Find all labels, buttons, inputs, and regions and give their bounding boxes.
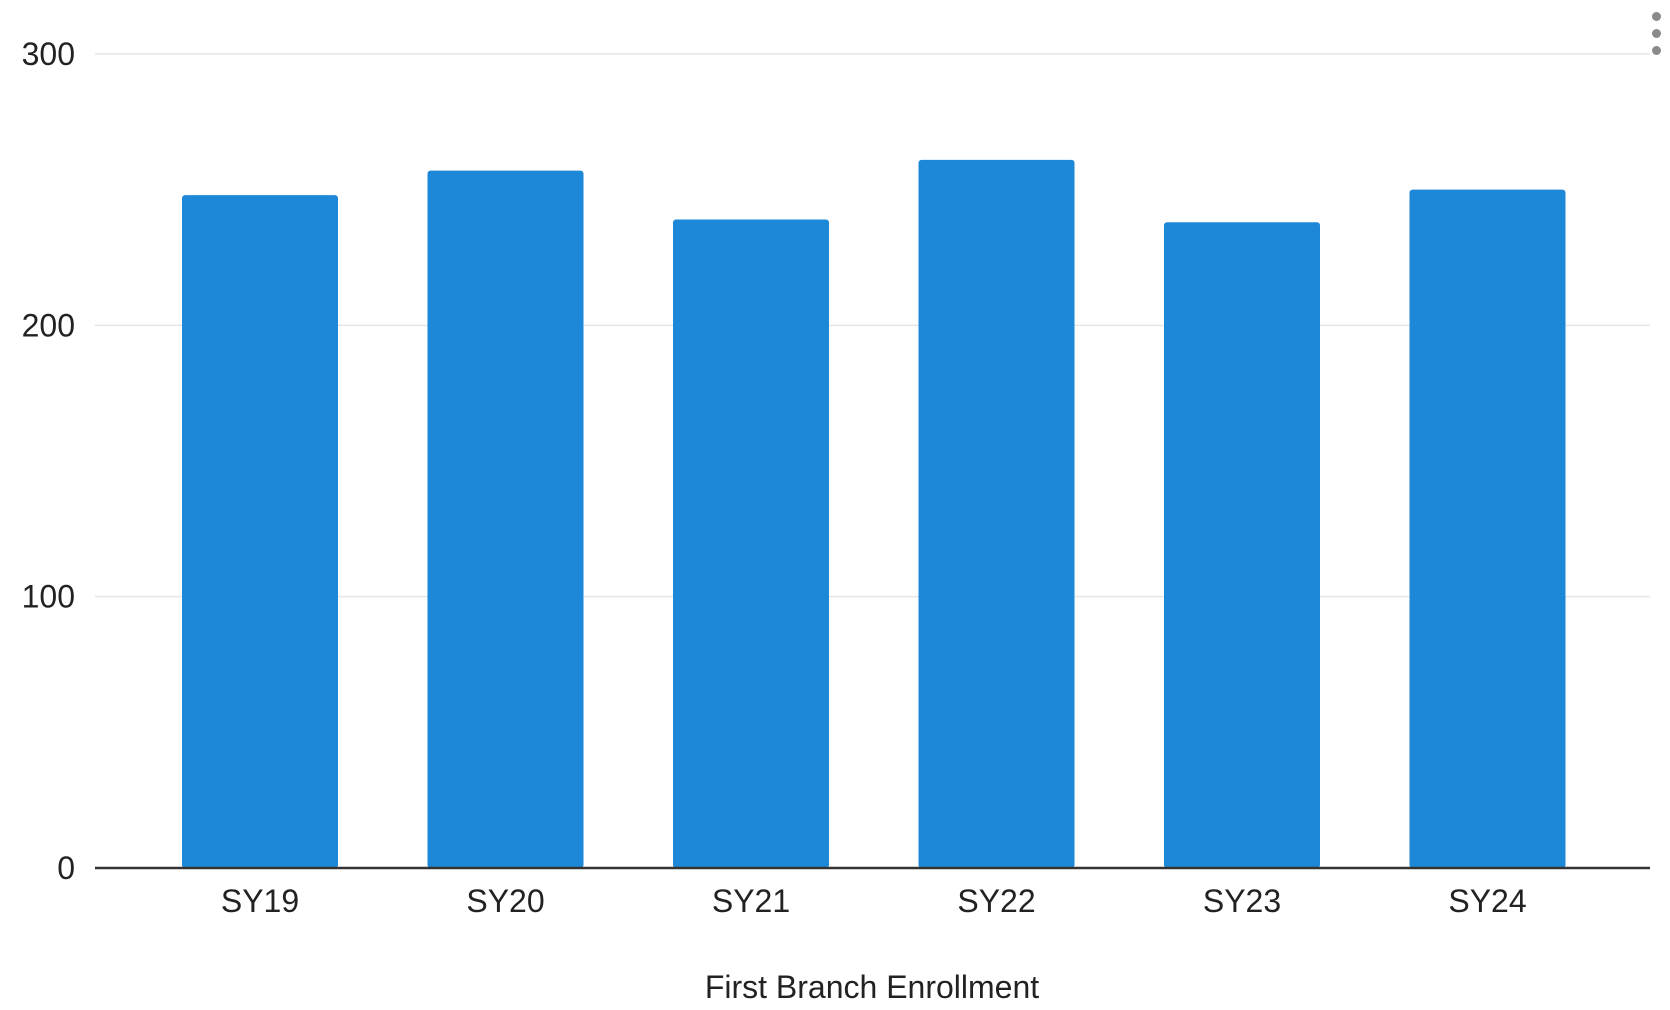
- y-tick-label: 300: [22, 36, 75, 72]
- y-tick-label: 0: [57, 850, 75, 886]
- more-vertical-icon[interactable]: [1646, 10, 1666, 60]
- bar-sy21[interactable]: [673, 219, 829, 869]
- menu-dot: [1652, 12, 1661, 21]
- bar-sy20[interactable]: [427, 170, 584, 868]
- menu-dot: [1652, 46, 1661, 55]
- bar-sy23[interactable]: [1164, 222, 1320, 868]
- x-axis-title: First Branch Enrollment: [705, 969, 1039, 1005]
- y-axis-ticks: 0 100 200 300: [22, 36, 75, 886]
- y-tick-label: 200: [22, 307, 75, 343]
- gridlines: [95, 53, 1650, 598]
- x-axis-ticks: SY19 SY20 SY21 SY22 SY23 SY24: [221, 883, 1527, 919]
- y-tick-label: 100: [22, 579, 75, 615]
- x-tick-label: SY19: [221, 883, 299, 919]
- bar-sy22[interactable]: [918, 159, 1075, 868]
- x-tick-label: SY24: [1448, 883, 1526, 919]
- bars: [182, 159, 1566, 869]
- x-tick-label: SY21: [712, 883, 790, 919]
- bar-sy19[interactable]: [182, 195, 338, 869]
- x-tick-label: SY20: [466, 883, 544, 919]
- x-tick-label: SY23: [1203, 883, 1281, 919]
- menu-dot: [1652, 29, 1661, 38]
- bar-sy24[interactable]: [1409, 189, 1566, 868]
- x-tick-label: SY22: [957, 883, 1035, 919]
